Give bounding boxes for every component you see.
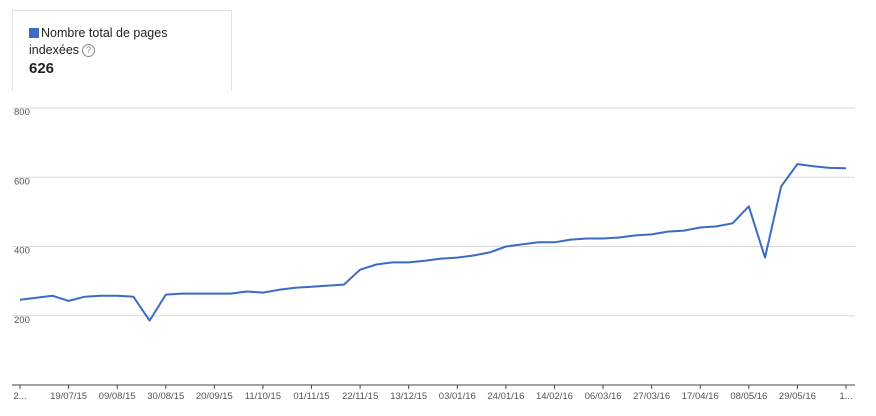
- x-tick-label: 11/10/15: [245, 391, 281, 402]
- x-tick-label: 08/05/16: [730, 391, 767, 402]
- total-value: 626: [29, 60, 55, 77]
- x-tick-label: 2...: [13, 391, 26, 402]
- x-tick-label: 13/12/15: [390, 391, 427, 402]
- x-tick-label: 22/11/15: [342, 391, 378, 402]
- x-tick-label: 1...: [839, 391, 852, 402]
- x-tick-label: 29/05/16: [779, 391, 816, 402]
- x-tick-label: 01/11/15: [293, 391, 329, 402]
- x-tick-label: 27/03/16: [633, 391, 670, 402]
- y-tick-label: 800: [14, 107, 30, 118]
- y-tick-label: 200: [14, 315, 30, 326]
- x-tick-label: 14/02/16: [536, 391, 573, 402]
- x-tick-label: 24/01/16: [487, 391, 524, 402]
- legend-box: Nombre total de pages indexées? 626: [12, 10, 232, 91]
- x-tick-label: 20/09/15: [196, 391, 233, 402]
- x-tick-label: 17/04/16: [682, 391, 719, 402]
- y-tick-label: 600: [14, 176, 30, 187]
- help-icon[interactable]: ?: [82, 44, 96, 57]
- legend-swatch: [29, 28, 39, 38]
- x-tick-label: 19/07/15: [50, 391, 87, 402]
- x-tick-label: 06/03/16: [585, 391, 622, 402]
- x-tick-label: 09/08/15: [99, 391, 136, 402]
- legend-text: Nombre total de pages indexées: [29, 26, 168, 57]
- data-line: [19, 163, 847, 322]
- legend-label: Nombre total de pages indexées?: [29, 25, 189, 59]
- y-tick-label: 400: [14, 246, 30, 257]
- x-tick-label: 03/01/16: [439, 391, 476, 402]
- x-tick-label: 30/08/15: [147, 391, 184, 402]
